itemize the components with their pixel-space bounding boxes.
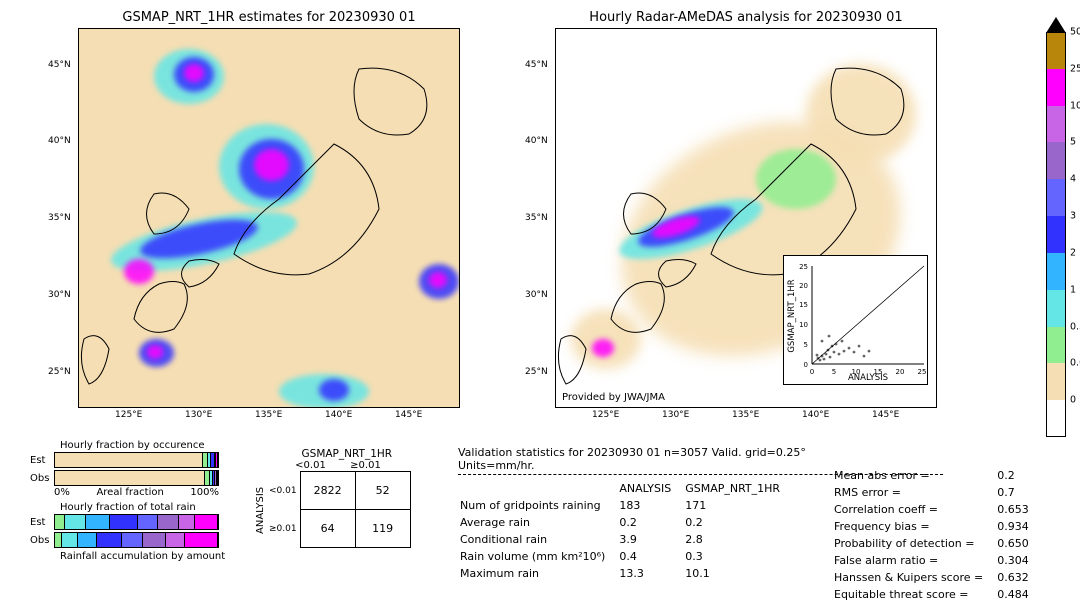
tot-bar-est xyxy=(54,514,219,530)
left-map xyxy=(78,28,460,408)
svg-text:15: 15 xyxy=(874,368,883,376)
tot-bar-obs xyxy=(54,532,219,548)
occurrence-title: Hourly fraction by occurence xyxy=(60,440,240,451)
right-map: ANALYSIS GSMAP_NRT_1HR 0 5 10 15 20 25 0… xyxy=(555,28,937,408)
left-map-title: GSMAP_NRT_1HR estimates for 20230930 01 xyxy=(78,10,460,25)
svg-text:0: 0 xyxy=(810,368,814,376)
svg-text:25: 25 xyxy=(918,368,927,376)
contingency-row-header: ANALYSIS xyxy=(255,472,266,548)
contingency-table: 282252 64119 xyxy=(300,471,411,548)
svg-text:10: 10 xyxy=(852,368,861,376)
map-caption: Provided by JWA/JMA xyxy=(562,392,665,403)
stats-right-table: Mean abs error =0.2RMS error =0.7Correla… xyxy=(832,466,1043,604)
accumulation-caption: Rainfall accumulation by amount xyxy=(60,551,240,562)
svg-text:20: 20 xyxy=(896,368,905,376)
svg-text:0: 0 xyxy=(804,361,808,369)
colorbar-arrow-icon xyxy=(1046,17,1066,33)
svg-text:20: 20 xyxy=(799,282,808,290)
occ-bar-est xyxy=(54,452,219,468)
validation-table: ANALYSISGSMAP_NRT_1HR Num of gridpoints … xyxy=(458,479,794,583)
svg-text:15: 15 xyxy=(799,301,808,309)
right-map-title: Hourly Radar-AMeDAS analysis for 2023093… xyxy=(555,10,937,25)
svg-text:GSMAP_NRT_1HR: GSMAP_NRT_1HR xyxy=(787,279,797,352)
svg-text:25: 25 xyxy=(799,263,808,271)
svg-text:10: 10 xyxy=(799,321,808,329)
contingency-col-header: GSMAP_NRT_1HR xyxy=(283,448,411,460)
validation-header: Validation statistics for 20230930 01 n=… xyxy=(458,446,808,472)
svg-text:5: 5 xyxy=(832,368,836,376)
svg-text:5: 5 xyxy=(804,341,808,349)
colorbar: 502510543210.50.010 xyxy=(1046,32,1066,437)
scatter-inset: ANALYSIS GSMAP_NRT_1HR 0 5 10 15 20 25 0… xyxy=(783,255,928,385)
occ-bar-obs xyxy=(54,470,219,486)
total-rain-title: Hourly fraction of total rain xyxy=(60,502,240,513)
